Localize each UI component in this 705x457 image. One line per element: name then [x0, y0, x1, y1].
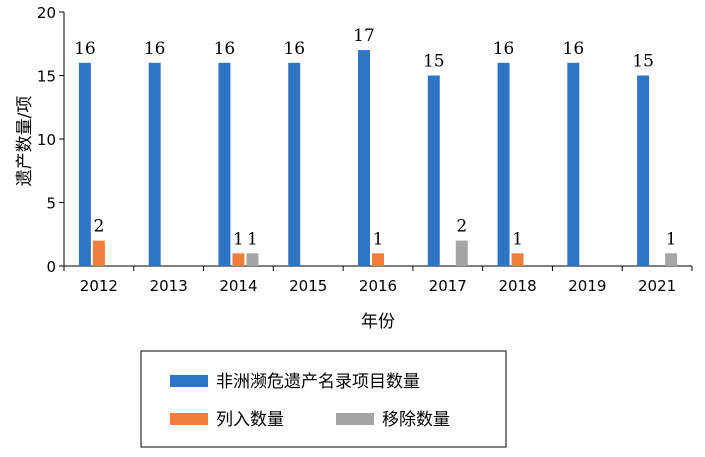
x-tick-label: 2018: [498, 277, 536, 295]
bar-series-2: [92, 240, 105, 266]
x-tick-label: 2013: [150, 277, 188, 295]
y-tick-label: 10: [37, 131, 56, 149]
x-tick-label: 2014: [219, 277, 257, 295]
x-tick-label: 2015: [289, 277, 327, 295]
data-label: 16: [563, 39, 585, 59]
legend-label: 移除数量: [382, 410, 450, 430]
bar-series-1: [78, 62, 91, 266]
data-label: 16: [74, 39, 96, 59]
y-axis-title: 遗产数量/项: [15, 96, 35, 187]
data-label: 16: [283, 39, 305, 59]
data-label: 2: [93, 217, 104, 237]
data-label: 1: [373, 229, 384, 249]
y-tick-label: 0: [46, 258, 56, 276]
y-tick-label: 5: [46, 195, 56, 213]
bar-series-3: [246, 253, 259, 266]
data-label: 15: [423, 52, 445, 72]
data-label: 1: [666, 229, 677, 249]
legend-label: 非洲濒危遗产名录项目数量: [216, 372, 420, 392]
legend-swatch: [170, 413, 208, 425]
bar-series-1: [218, 62, 231, 266]
bar-series-2: [232, 253, 245, 266]
bar-series-1: [497, 62, 510, 266]
bars: [78, 50, 678, 266]
bar-series-2: [372, 253, 384, 266]
bar-series-1: [358, 50, 370, 266]
x-axis-ticks: 2012 2013 2014 2015 2016 2017 2018 2019 2021: [63, 266, 693, 295]
data-label: 2: [456, 217, 467, 237]
data-label: 16: [493, 39, 515, 59]
data-label: 16: [144, 39, 166, 59]
x-tick-label: 2016: [359, 277, 397, 295]
bar-series-3: [455, 240, 468, 266]
legend-label: 列入数量: [216, 410, 284, 430]
bar-series-1: [148, 62, 161, 266]
y-tick-label: 15: [37, 68, 56, 86]
data-label: 15: [632, 52, 654, 72]
legend-swatch: [336, 413, 374, 425]
data-label: 16: [214, 39, 236, 59]
bar-series-1: [637, 75, 650, 266]
x-tick-label: 2017: [429, 277, 467, 295]
data-label: 17: [353, 26, 375, 46]
bar-series-3: [665, 253, 678, 266]
x-axis-title: 年份: [361, 312, 395, 332]
y-axis-ticks: 0 5 10 15 20: [37, 4, 64, 276]
bar-series-2: [511, 253, 524, 266]
bar-series-1: [288, 62, 301, 266]
bar-series-1: [427, 75, 440, 266]
data-label: 1: [512, 229, 523, 249]
x-tick-label: 2019: [568, 277, 606, 295]
data-label: 1: [233, 229, 244, 249]
legend-swatch: [170, 375, 208, 387]
x-tick-label: 2021: [638, 277, 676, 295]
x-tick-label: 2012: [80, 277, 118, 295]
data-label: 1: [247, 229, 258, 249]
legend-box: [140, 350, 507, 448]
y-tick-label: 20: [37, 4, 56, 22]
bar-series-1: [567, 62, 580, 266]
